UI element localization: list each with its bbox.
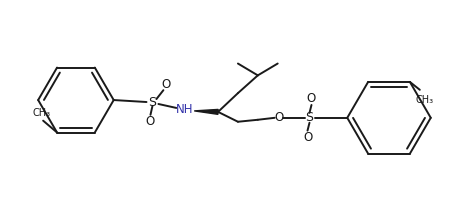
Text: S: S [148, 96, 157, 109]
Text: CH₃: CH₃ [416, 95, 434, 105]
Text: O: O [274, 111, 283, 124]
Text: O: O [307, 92, 316, 105]
Text: S: S [305, 111, 313, 124]
Polygon shape [194, 109, 218, 114]
Text: O: O [162, 78, 171, 91]
Text: NH: NH [176, 103, 193, 116]
Text: CH₃: CH₃ [32, 108, 50, 118]
Text: O: O [303, 131, 312, 144]
Text: O: O [146, 115, 155, 128]
